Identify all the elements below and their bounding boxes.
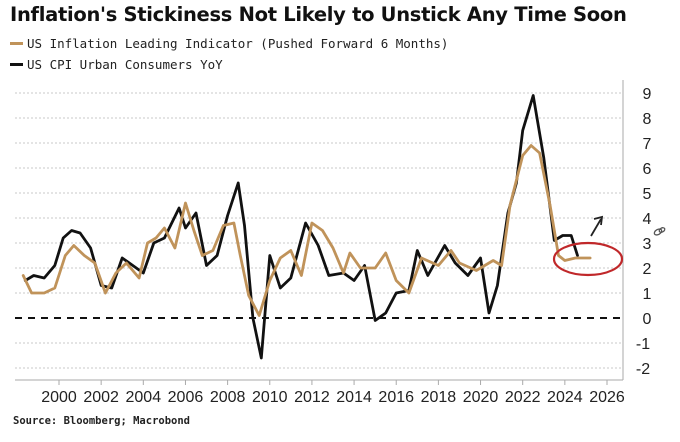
y-axis: 9 8 7 6 5 4 3 2 1 0 -1 -2 xyxy=(636,86,652,378)
legend-item-cpi: US CPI Urban Consumers YoY xyxy=(10,57,223,72)
source-note: Source: Bloomberg; Macrobond xyxy=(13,415,191,427)
gridlines xyxy=(15,92,623,369)
y-tick-label: -1 xyxy=(636,336,650,353)
annotations xyxy=(552,215,666,277)
y-tick-label: 2 xyxy=(643,261,652,278)
x-tick-label: 2008 xyxy=(210,389,246,406)
paperclip-icon xyxy=(653,227,666,236)
y-tick-label: 7 xyxy=(643,136,652,153)
up-right-arrow-icon xyxy=(590,215,604,237)
x-tick-label: 2002 xyxy=(83,389,119,406)
legend-swatch-cpi xyxy=(10,63,23,66)
x-tick-label: 2016 xyxy=(378,389,414,406)
chart-title: Inflation's Stickiness Not Likely to Uns… xyxy=(10,3,627,26)
y-tick-label: 4 xyxy=(643,211,652,228)
plot-frame xyxy=(15,80,624,381)
highlight-circle xyxy=(552,241,624,277)
y-tick-label: -2 xyxy=(636,361,650,378)
x-tick-label: 2000 xyxy=(41,389,77,406)
x-tick-label: 2004 xyxy=(126,389,162,406)
x-tick-label: 2014 xyxy=(336,389,372,406)
legend-label-leading-indicator: US Inflation Leading Indicator (Pushed F… xyxy=(27,36,449,51)
y-tick-label: 3 xyxy=(643,236,652,253)
x-axis: 2000 2002 2004 2006 2008 2010 2012 2014 2016 2018… xyxy=(41,380,625,406)
y-tick-label: 0 xyxy=(643,311,652,328)
series-line-cpi xyxy=(23,94,579,360)
legend-swatch-leading-indicator xyxy=(10,42,23,45)
y-tick-label: 6 xyxy=(643,161,652,178)
y-tick-label: 1 xyxy=(643,286,652,303)
series-group xyxy=(21,94,592,360)
x-tick-label: 2006 xyxy=(168,389,204,406)
series-line-leading-indicator xyxy=(21,144,592,317)
x-tick-label: 2024 xyxy=(547,389,583,406)
x-tick-label: 2018 xyxy=(421,389,457,406)
y-tick-label: 8 xyxy=(643,111,652,128)
x-tick-label: 2010 xyxy=(252,389,288,406)
x-tick-label: 2012 xyxy=(294,389,330,406)
x-tick-label: 2026 xyxy=(589,389,625,406)
x-tick-label: 2020 xyxy=(463,389,499,406)
x-tick-label: 2022 xyxy=(505,389,541,406)
y-tick-label: 9 xyxy=(643,86,652,103)
legend-label-cpi: US CPI Urban Consumers YoY xyxy=(27,57,223,72)
legend-item-leading-indicator: US Inflation Leading Indicator (Pushed F… xyxy=(10,36,448,51)
y-tick-label: 5 xyxy=(643,186,652,203)
